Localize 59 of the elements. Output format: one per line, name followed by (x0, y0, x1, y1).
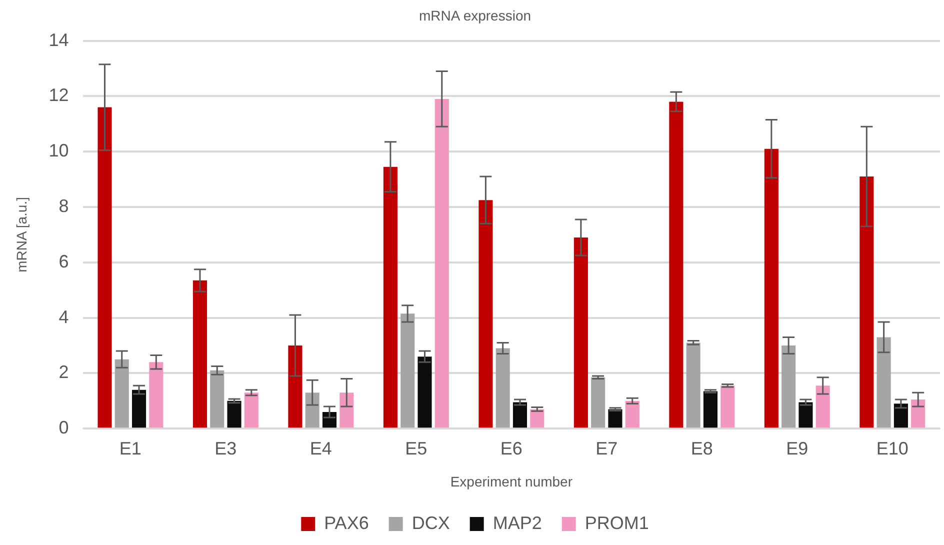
bar (782, 346, 796, 428)
x-axis-title: Experiment number (450, 473, 573, 490)
bar (496, 348, 510, 428)
x-tick-label: E6 (500, 438, 522, 458)
y-tick-label: 2 (58, 362, 69, 382)
y-tick-label: 6 (58, 251, 69, 272)
legend-label: MAP2 (492, 512, 542, 533)
bar (894, 404, 908, 428)
legend-label: PAX6 (324, 512, 369, 533)
bar (703, 391, 718, 428)
bar (591, 377, 606, 428)
y-tick-label: 12 (48, 85, 69, 106)
y-tick-label: 8 (58, 196, 69, 216)
bar (418, 356, 432, 428)
bar (860, 176, 874, 428)
bar (478, 200, 493, 428)
x-tick-label: E5 (405, 438, 428, 458)
y-tick-label: 0 (58, 418, 69, 438)
bar (210, 370, 224, 428)
bar (512, 402, 528, 428)
bar (530, 409, 544, 428)
bar (244, 392, 258, 428)
bar (400, 314, 415, 428)
y-tick-label: 10 (48, 140, 69, 161)
bar (132, 390, 146, 428)
bar (288, 346, 302, 428)
bar (192, 280, 207, 428)
x-tick-label: E8 (690, 438, 713, 458)
bar (911, 400, 926, 428)
legend-label: PROM1 (584, 512, 649, 533)
bar (383, 166, 398, 428)
bar (98, 107, 112, 428)
bar (625, 400, 640, 428)
bar (149, 362, 164, 428)
x-tick-label: E4 (310, 438, 332, 458)
bar (340, 392, 354, 428)
chart-title: mRNA expression (418, 7, 532, 24)
bar (816, 386, 830, 428)
bar (876, 337, 891, 428)
bar (608, 409, 622, 428)
x-tick-label: E1 (119, 438, 142, 458)
bar (720, 386, 735, 428)
bar (686, 342, 700, 428)
bar (114, 359, 129, 428)
y-tick-label: 4 (58, 306, 69, 327)
bar (305, 392, 320, 428)
y-axis-title: mRNA [a.u.] (13, 196, 30, 272)
bar (434, 98, 449, 428)
x-tick-label: E7 (596, 438, 618, 458)
x-tick-label: E10 (876, 438, 908, 458)
x-tick-label: E9 (786, 438, 808, 458)
bar (227, 400, 242, 428)
bar (764, 148, 778, 428)
bar (574, 237, 588, 428)
legend-label: DCX (412, 512, 450, 533)
bar (669, 102, 684, 428)
bar (798, 402, 813, 428)
x-tick-label: E3 (214, 438, 237, 458)
y-tick-label: 14 (48, 30, 69, 50)
